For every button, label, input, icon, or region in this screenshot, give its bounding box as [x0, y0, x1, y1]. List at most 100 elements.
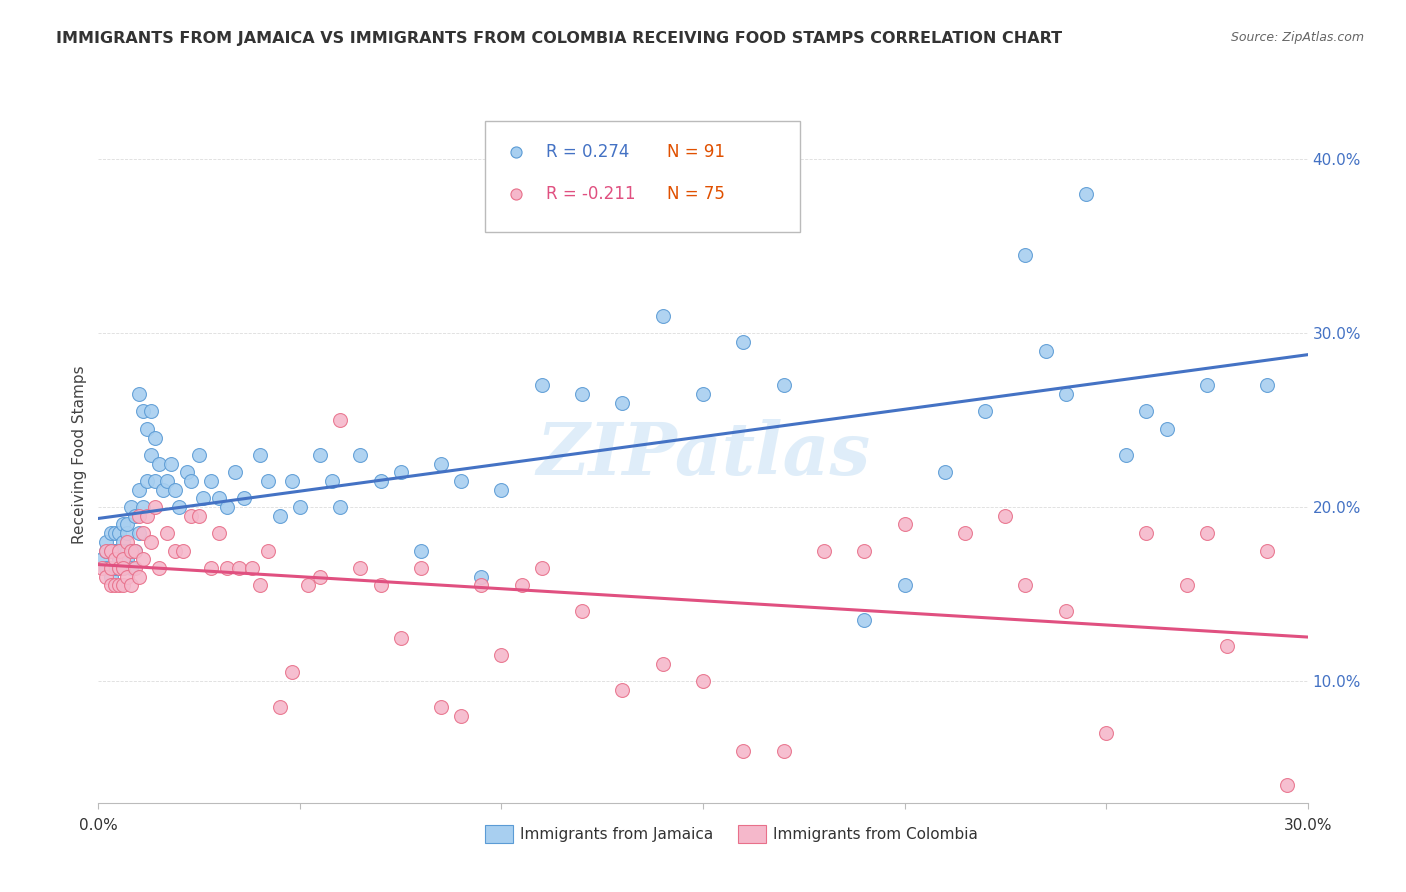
Point: [249, 578, 271, 592]
Point: [124, 543, 146, 558]
Point: [107, 561, 129, 575]
Point: [1156, 422, 1178, 436]
Point: [115, 534, 138, 549]
Point: [163, 543, 186, 558]
Point: [1135, 526, 1157, 541]
Point: [208, 491, 231, 506]
Point: [953, 526, 976, 541]
Point: [100, 526, 122, 541]
Text: 0.0%: 0.0%: [79, 818, 118, 832]
Point: [772, 378, 794, 392]
Point: [853, 613, 876, 627]
Point: [692, 387, 714, 401]
Point: [651, 657, 673, 671]
Point: [128, 483, 150, 497]
Point: [370, 474, 392, 488]
Point: [111, 561, 134, 575]
Point: [128, 569, 150, 583]
Point: [120, 578, 142, 592]
Point: [139, 448, 162, 462]
Point: [288, 500, 311, 514]
Point: [269, 508, 291, 523]
Point: [571, 605, 593, 619]
Point: [217, 561, 239, 575]
Point: [389, 631, 412, 645]
Point: [111, 534, 134, 549]
Point: [188, 448, 211, 462]
Point: [1175, 578, 1198, 592]
Point: [120, 500, 142, 514]
Point: [156, 526, 179, 541]
Point: [103, 552, 125, 566]
Point: [96, 543, 118, 558]
Point: [1054, 387, 1077, 401]
Point: [100, 578, 122, 592]
Point: [733, 744, 755, 758]
Point: [491, 648, 513, 662]
Text: N = 75: N = 75: [666, 185, 724, 203]
Point: [111, 552, 134, 566]
Point: [103, 561, 125, 575]
Point: [115, 517, 138, 532]
Point: [152, 483, 174, 497]
Point: [228, 561, 250, 575]
Point: [853, 543, 876, 558]
Point: [148, 561, 170, 575]
Point: [124, 543, 146, 558]
Point: [172, 543, 194, 558]
Point: [128, 387, 150, 401]
Point: [96, 569, 118, 583]
Point: [1095, 726, 1118, 740]
Point: [143, 430, 166, 444]
Point: [1256, 378, 1278, 392]
Text: R = 0.274: R = 0.274: [546, 144, 628, 161]
Point: [167, 500, 190, 514]
Point: [200, 561, 222, 575]
Point: [409, 561, 432, 575]
Point: [132, 552, 155, 566]
Point: [180, 508, 202, 523]
Point: [193, 491, 215, 506]
Point: [115, 569, 138, 583]
Point: [1054, 605, 1077, 619]
Point: [111, 561, 134, 575]
Point: [124, 561, 146, 575]
Point: [893, 578, 915, 592]
Point: [120, 561, 142, 575]
Point: [1035, 343, 1057, 358]
Point: [156, 474, 179, 488]
Point: [148, 457, 170, 471]
Point: [974, 404, 997, 418]
Point: [91, 561, 114, 575]
Text: Immigrants from Colombia: Immigrants from Colombia: [773, 827, 979, 841]
Point: [329, 500, 352, 514]
Point: [430, 700, 453, 714]
Point: [470, 569, 492, 583]
Point: [135, 422, 157, 436]
Point: [240, 561, 263, 575]
Point: [103, 578, 125, 592]
FancyBboxPatch shape: [485, 121, 800, 232]
Point: [143, 500, 166, 514]
Point: [309, 569, 332, 583]
Point: [1014, 248, 1036, 262]
Point: [217, 500, 239, 514]
Point: [470, 578, 492, 592]
Point: [107, 561, 129, 575]
Point: [1014, 578, 1036, 592]
Point: [281, 665, 304, 680]
Point: [120, 543, 142, 558]
Point: [132, 404, 155, 418]
Text: Immigrants from Jamaica: Immigrants from Jamaica: [520, 827, 713, 841]
Point: [111, 578, 134, 592]
Point: [107, 578, 129, 592]
Point: [772, 744, 794, 758]
Text: N = 91: N = 91: [666, 144, 724, 161]
Point: [107, 543, 129, 558]
Point: [103, 543, 125, 558]
Point: [132, 500, 155, 514]
Point: [491, 483, 513, 497]
Point: [132, 526, 155, 541]
Point: [107, 526, 129, 541]
Point: [100, 543, 122, 558]
